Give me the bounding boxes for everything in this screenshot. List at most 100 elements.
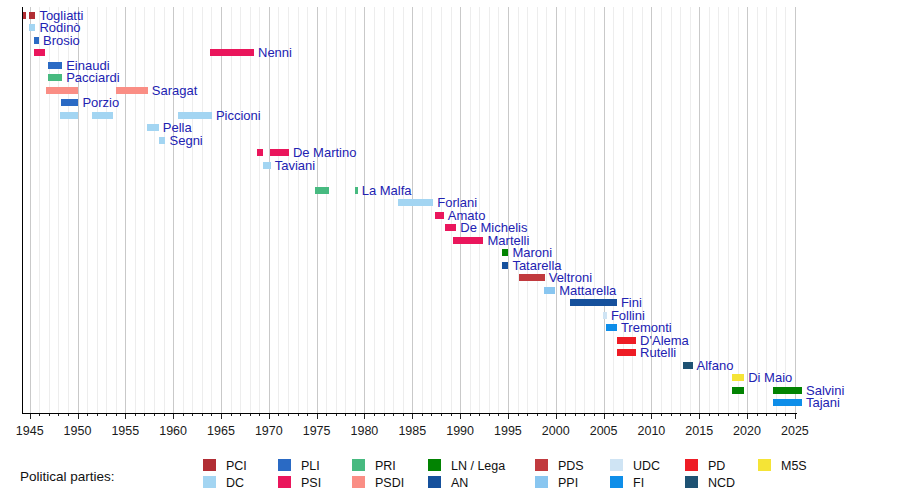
legend-swatch-psi	[278, 476, 291, 488]
legend-label-ncd: NCD	[708, 476, 735, 490]
person-label-segni[interactable]: Segni	[170, 133, 203, 148]
person-label-saragat[interactable]: Saragat	[152, 83, 198, 98]
legend-swatch-ncd	[685, 476, 698, 488]
gridline-1995	[508, 7, 509, 413]
legend-swatch-an	[428, 476, 441, 488]
axis-year-label: 1950	[58, 424, 98, 438]
legend-label-pri: PRI	[375, 459, 396, 473]
term-bar-d-alema	[617, 337, 636, 344]
legend-swatch-ln	[428, 459, 441, 471]
gridline-2023	[776, 7, 777, 413]
term-bar-einaudi	[48, 62, 62, 69]
axis-tick-1945	[30, 413, 31, 419]
term-bar-brosio	[34, 37, 39, 44]
term-bar-de-martino	[257, 149, 264, 156]
term-bar-alfano	[683, 362, 693, 369]
gridline-1954	[116, 7, 117, 413]
gridline-1971	[278, 7, 279, 413]
term-bar-forlani	[398, 199, 433, 206]
axis-year-label: 1995	[488, 424, 528, 438]
axis-year-label: 1970	[249, 424, 289, 438]
term-bar-salvini	[773, 387, 802, 394]
gridline-2025	[795, 7, 796, 413]
axis-year-label: 1980	[344, 424, 384, 438]
person-label-porzio[interactable]: Porzio	[82, 95, 119, 110]
gridline-1997	[527, 7, 528, 413]
legend-label-m5s: M5S	[781, 459, 807, 473]
person-label-nenni[interactable]: Nenni	[258, 45, 292, 60]
person-label-rutelli[interactable]: Rutelli	[640, 345, 676, 360]
term-bar-mattarella	[544, 287, 555, 294]
gridline-1980	[364, 7, 365, 413]
gridline-2013	[680, 7, 681, 413]
plot-left-border	[22, 7, 23, 414]
gridline-1956	[135, 7, 136, 413]
gridline-1945	[30, 7, 31, 413]
gridline-1969	[259, 7, 260, 413]
gridline-1970	[269, 7, 270, 413]
gridline-1987	[431, 7, 432, 413]
axis-tick-1985	[412, 413, 413, 419]
person-label-tajani[interactable]: Tajani	[806, 395, 840, 410]
legend-swatch-udc	[610, 459, 623, 471]
term-bar-martelli	[453, 237, 483, 244]
person-label-alfano[interactable]: Alfano	[697, 358, 734, 373]
legend-swatch-pci	[203, 459, 216, 471]
gridline-1946	[39, 7, 40, 413]
person-label-di-maio[interactable]: Di Maio	[748, 370, 792, 385]
gridline-1972	[288, 7, 289, 413]
term-bar-piccioni	[92, 112, 114, 119]
person-label-mattarella[interactable]: Mattarella	[559, 283, 616, 298]
term-bar-piccioni	[60, 112, 78, 119]
gridline-1960	[173, 7, 174, 413]
term-bar-tremonti	[606, 324, 617, 331]
gridline-1974	[307, 7, 308, 413]
person-label-brosio[interactable]: Brosio	[43, 33, 80, 48]
axis-tick-1995	[508, 413, 509, 419]
axis-tick-2025	[795, 413, 796, 419]
axis-year-label: 1960	[153, 424, 193, 438]
gridline-1957	[144, 7, 145, 413]
term-bar-nenni	[210, 49, 254, 56]
gridline-2020	[747, 7, 748, 413]
gridline-1988	[441, 7, 442, 413]
axis-year-label: 1965	[201, 424, 241, 438]
term-bar-tatarella	[502, 262, 509, 269]
axis-year-label: 1975	[297, 424, 337, 438]
legend-label-psdi: PSDI	[375, 476, 404, 490]
gridline-1965	[221, 7, 222, 413]
gridline-2022	[766, 7, 767, 413]
term-bar-rutelli	[617, 349, 636, 356]
person-label-taviani[interactable]: Taviani	[275, 158, 315, 173]
axis-year-label: 2015	[679, 424, 719, 438]
person-label-pacciardi[interactable]: Pacciardi	[66, 70, 119, 85]
legend-swatch-pds	[535, 459, 548, 471]
gridline-2005	[604, 7, 605, 413]
gridline-1966	[231, 7, 232, 413]
gridline-1998	[537, 7, 538, 413]
legend-label-psi: PSI	[301, 476, 321, 490]
legend-swatch-dc	[203, 476, 216, 488]
term-bar-de-martino	[270, 149, 289, 156]
gridline-1978	[345, 7, 346, 413]
term-bar-nenni	[34, 49, 45, 56]
legend-label-udc: UDC	[633, 459, 660, 473]
term-bar-veltroni	[519, 274, 544, 281]
person-label-la-malfa[interactable]: La Malfa	[362, 183, 412, 198]
gridline-1961	[183, 7, 184, 413]
gridline-1999	[546, 7, 547, 413]
gridline-1958	[154, 7, 155, 413]
person-label-piccioni[interactable]: Piccioni	[216, 108, 261, 123]
legend-swatch-m5s	[758, 459, 771, 471]
term-bar-di-maio	[732, 374, 744, 381]
gridline-1962	[192, 7, 193, 413]
gridline-2004	[594, 7, 595, 413]
axis-year-label: 2000	[536, 424, 576, 438]
gridline-1975	[317, 7, 318, 413]
legend-swatch-psdi	[352, 476, 365, 488]
gridline-1979	[355, 7, 356, 413]
term-bar-piccioni	[178, 112, 212, 119]
term-bar-togliatti	[29, 12, 35, 19]
term-bar-saragat	[116, 87, 148, 94]
term-bar-taviani	[263, 162, 271, 169]
